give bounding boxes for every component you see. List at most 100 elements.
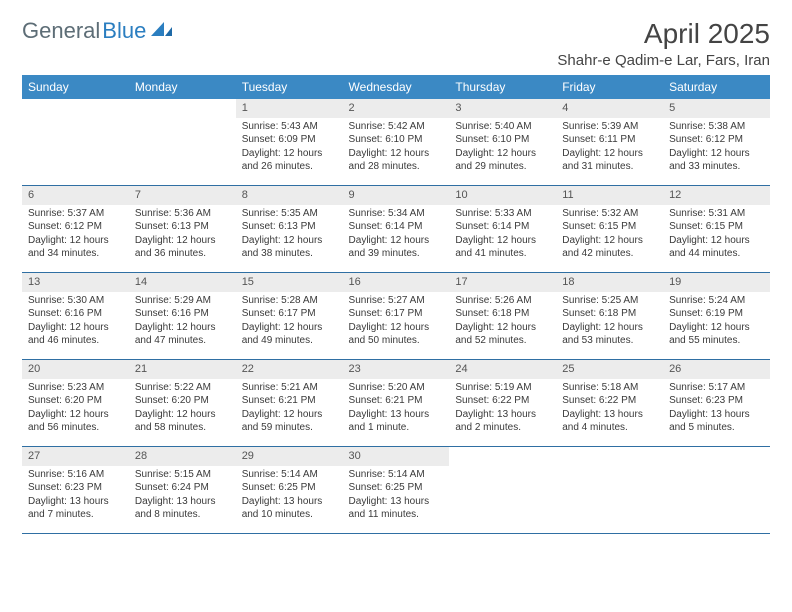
day-details: Sunrise: 5:33 AMSunset: 6:14 PMDaylight:… — [449, 205, 556, 265]
sunset-text: Sunset: 6:15 PM — [669, 220, 764, 234]
day-details: Sunrise: 5:17 AMSunset: 6:23 PMDaylight:… — [663, 379, 770, 439]
calendar-week-row: 20Sunrise: 5:23 AMSunset: 6:20 PMDayligh… — [22, 360, 770, 447]
daylight-text: Daylight: 12 hours and 39 minutes. — [349, 234, 444, 261]
sunset-text: Sunset: 6:22 PM — [562, 394, 657, 408]
day-details: Sunrise: 5:36 AMSunset: 6:13 PMDaylight:… — [129, 205, 236, 265]
daylight-text: Daylight: 12 hours and 50 minutes. — [349, 321, 444, 348]
calendar-day-cell: 27Sunrise: 5:16 AMSunset: 6:23 PMDayligh… — [22, 447, 129, 534]
sunset-text: Sunset: 6:18 PM — [562, 307, 657, 321]
calendar-day-cell: 25Sunrise: 5:18 AMSunset: 6:22 PMDayligh… — [556, 360, 663, 447]
day-number: 29 — [236, 447, 343, 466]
sunset-text: Sunset: 6:17 PM — [242, 307, 337, 321]
calendar-day-cell: 26Sunrise: 5:17 AMSunset: 6:23 PMDayligh… — [663, 360, 770, 447]
sunset-text: Sunset: 6:16 PM — [28, 307, 123, 321]
sunrise-text: Sunrise: 5:35 AM — [242, 207, 337, 221]
calendar-day-cell: 23Sunrise: 5:20 AMSunset: 6:21 PMDayligh… — [343, 360, 450, 447]
day-number: 4 — [556, 99, 663, 118]
calendar-day-cell: 1Sunrise: 5:43 AMSunset: 6:09 PMDaylight… — [236, 99, 343, 186]
day-details: Sunrise: 5:42 AMSunset: 6:10 PMDaylight:… — [343, 118, 450, 178]
calendar-day-cell: . — [449, 447, 556, 534]
day-details: Sunrise: 5:18 AMSunset: 6:22 PMDaylight:… — [556, 379, 663, 439]
sunrise-text: Sunrise: 5:14 AM — [349, 468, 444, 482]
sunrise-text: Sunrise: 5:22 AM — [135, 381, 230, 395]
daylight-text: Daylight: 13 hours and 11 minutes. — [349, 495, 444, 522]
daylight-text: Daylight: 12 hours and 38 minutes. — [242, 234, 337, 261]
calendar-day-cell: 16Sunrise: 5:27 AMSunset: 6:17 PMDayligh… — [343, 273, 450, 360]
day-details: Sunrise: 5:15 AMSunset: 6:24 PMDaylight:… — [129, 466, 236, 526]
sunrise-text: Sunrise: 5:37 AM — [28, 207, 123, 221]
brand-part2: Blue — [102, 18, 146, 44]
day-details: Sunrise: 5:39 AMSunset: 6:11 PMDaylight:… — [556, 118, 663, 178]
day-number: 11 — [556, 186, 663, 205]
sunrise-text: Sunrise: 5:23 AM — [28, 381, 123, 395]
day-details: Sunrise: 5:19 AMSunset: 6:22 PMDaylight:… — [449, 379, 556, 439]
daylight-text: Daylight: 13 hours and 2 minutes. — [455, 408, 550, 435]
sunrise-text: Sunrise: 5:31 AM — [669, 207, 764, 221]
sunset-text: Sunset: 6:12 PM — [28, 220, 123, 234]
calendar-week-row: 27Sunrise: 5:16 AMSunset: 6:23 PMDayligh… — [22, 447, 770, 534]
sunrise-text: Sunrise: 5:17 AM — [669, 381, 764, 395]
calendar-day-cell: 14Sunrise: 5:29 AMSunset: 6:16 PMDayligh… — [129, 273, 236, 360]
day-details: Sunrise: 5:28 AMSunset: 6:17 PMDaylight:… — [236, 292, 343, 352]
calendar-body: ..1Sunrise: 5:43 AMSunset: 6:09 PMDaylig… — [22, 99, 770, 534]
calendar-day-cell: . — [22, 99, 129, 186]
day-number: 21 — [129, 360, 236, 379]
sunset-text: Sunset: 6:13 PM — [135, 220, 230, 234]
calendar-day-cell: 11Sunrise: 5:32 AMSunset: 6:15 PMDayligh… — [556, 186, 663, 273]
day-number: 12 — [663, 186, 770, 205]
page-header: GeneralBlue April 2025 Shahr-e Qadim-e L… — [22, 18, 770, 69]
sunrise-text: Sunrise: 5:43 AM — [242, 120, 337, 134]
brand-part1: General — [22, 18, 100, 44]
day-number: 10 — [449, 186, 556, 205]
sunset-text: Sunset: 6:17 PM — [349, 307, 444, 321]
calendar-day-cell: 8Sunrise: 5:35 AMSunset: 6:13 PMDaylight… — [236, 186, 343, 273]
sunrise-text: Sunrise: 5:25 AM — [562, 294, 657, 308]
calendar-day-cell: 18Sunrise: 5:25 AMSunset: 6:18 PMDayligh… — [556, 273, 663, 360]
calendar-day-cell: 4Sunrise: 5:39 AMSunset: 6:11 PMDaylight… — [556, 99, 663, 186]
daylight-text: Daylight: 12 hours and 59 minutes. — [242, 408, 337, 435]
sunset-text: Sunset: 6:23 PM — [28, 481, 123, 495]
sunset-text: Sunset: 6:14 PM — [455, 220, 550, 234]
daylight-text: Daylight: 12 hours and 55 minutes. — [669, 321, 764, 348]
daylight-text: Daylight: 12 hours and 53 minutes. — [562, 321, 657, 348]
day-details: Sunrise: 5:43 AMSunset: 6:09 PMDaylight:… — [236, 118, 343, 178]
calendar-day-cell: 21Sunrise: 5:22 AMSunset: 6:20 PMDayligh… — [129, 360, 236, 447]
sunset-text: Sunset: 6:09 PM — [242, 133, 337, 147]
sunrise-text: Sunrise: 5:20 AM — [349, 381, 444, 395]
calendar-day-cell: 3Sunrise: 5:40 AMSunset: 6:10 PMDaylight… — [449, 99, 556, 186]
daylight-text: Daylight: 13 hours and 10 minutes. — [242, 495, 337, 522]
sunset-text: Sunset: 6:25 PM — [349, 481, 444, 495]
day-number: 17 — [449, 273, 556, 292]
calendar-day-cell: 20Sunrise: 5:23 AMSunset: 6:20 PMDayligh… — [22, 360, 129, 447]
day-number: 9 — [343, 186, 450, 205]
day-details: Sunrise: 5:14 AMSunset: 6:25 PMDaylight:… — [236, 466, 343, 526]
day-number: 13 — [22, 273, 129, 292]
brand-logo: GeneralBlue — [22, 18, 173, 44]
day-details: Sunrise: 5:22 AMSunset: 6:20 PMDaylight:… — [129, 379, 236, 439]
month-title: April 2025 — [557, 18, 770, 50]
weekday-header-row: SundayMondayTuesdayWednesdayThursdayFrid… — [22, 75, 770, 99]
sunset-text: Sunset: 6:20 PM — [135, 394, 230, 408]
daylight-text: Daylight: 12 hours and 34 minutes. — [28, 234, 123, 261]
daylight-text: Daylight: 12 hours and 41 minutes. — [455, 234, 550, 261]
day-details: Sunrise: 5:25 AMSunset: 6:18 PMDaylight:… — [556, 292, 663, 352]
day-number: 25 — [556, 360, 663, 379]
calendar-day-cell: 5Sunrise: 5:38 AMSunset: 6:12 PMDaylight… — [663, 99, 770, 186]
sunrise-text: Sunrise: 5:24 AM — [669, 294, 764, 308]
sunset-text: Sunset: 6:10 PM — [349, 133, 444, 147]
calendar-day-cell: . — [129, 99, 236, 186]
calendar-day-cell: 15Sunrise: 5:28 AMSunset: 6:17 PMDayligh… — [236, 273, 343, 360]
sunrise-text: Sunrise: 5:14 AM — [242, 468, 337, 482]
sunset-text: Sunset: 6:16 PM — [135, 307, 230, 321]
day-number: 15 — [236, 273, 343, 292]
calendar-day-cell: 24Sunrise: 5:19 AMSunset: 6:22 PMDayligh… — [449, 360, 556, 447]
weekday-header: Tuesday — [236, 75, 343, 99]
daylight-text: Daylight: 13 hours and 1 minute. — [349, 408, 444, 435]
sunset-text: Sunset: 6:23 PM — [669, 394, 764, 408]
sunrise-text: Sunrise: 5:15 AM — [135, 468, 230, 482]
daylight-text: Daylight: 13 hours and 8 minutes. — [135, 495, 230, 522]
day-number: 30 — [343, 447, 450, 466]
location-text: Shahr-e Qadim-e Lar, Fars, Iran — [557, 52, 770, 69]
day-number: 3 — [449, 99, 556, 118]
sunset-text: Sunset: 6:13 PM — [242, 220, 337, 234]
